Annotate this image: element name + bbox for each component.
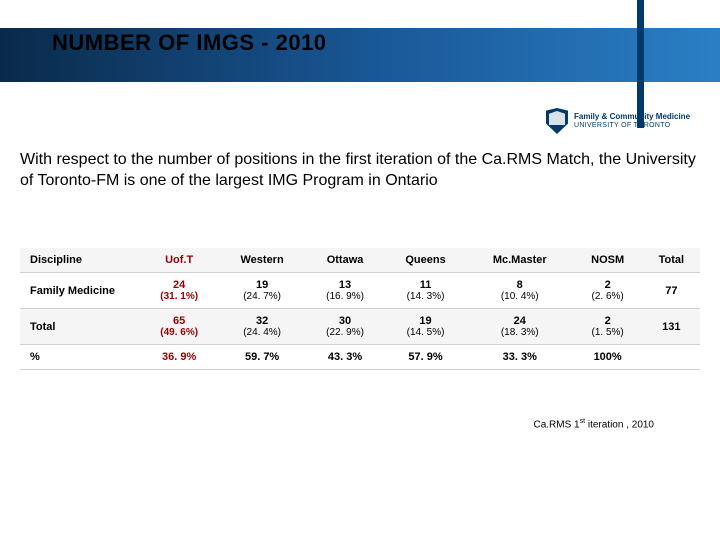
source-citation: Ca.RMS 1st iteration , 2010 (533, 418, 654, 430)
cell-main: 59. 7% (222, 351, 302, 363)
table-cell: 11(14. 3%) (384, 273, 467, 309)
logo: Family & Community Medicine UNIVERSITY O… (546, 108, 690, 134)
table-cell: 24(18. 3%) (467, 309, 573, 345)
cell-sub: (1. 5%) (577, 327, 639, 338)
col-mcmaster: Mc.Master (467, 248, 573, 273)
table-cell: 77 (643, 273, 700, 309)
table-cell: 8(10. 4%) (467, 273, 573, 309)
col-queens: Queens (384, 248, 467, 273)
table-cell: 32(24. 4%) (218, 309, 306, 345)
cell-main: 33. 3% (471, 351, 569, 363)
table-cell (643, 345, 700, 370)
cell-main: 32 (222, 315, 302, 327)
cell-sub: (16. 9%) (310, 291, 380, 302)
cell-main: 8 (471, 279, 569, 291)
cell-main: 43. 3% (310, 351, 380, 363)
table-cell: 19(14. 5%) (384, 309, 467, 345)
data-table: Discipline Uof.T Western Ottawa Queens M… (20, 248, 700, 370)
table-cell: 36. 9% (140, 345, 218, 370)
table-cell: 2(1. 5%) (573, 309, 643, 345)
cell-sub: (10. 4%) (471, 291, 569, 302)
table-cell: 33. 3% (467, 345, 573, 370)
cell-sub: (2. 6%) (577, 291, 639, 302)
cell-main: 2 (577, 279, 639, 291)
cell-main: 77 (647, 285, 696, 297)
cell-main: 24 (471, 315, 569, 327)
table-cell: 19(24. 7%) (218, 273, 306, 309)
table-row: % 36. 9% 59. 7% 43. 3% 57. 9% 33. 3% 100% (20, 345, 700, 370)
col-nosm: NOSM (573, 248, 643, 273)
shield-icon (546, 108, 568, 134)
row-label: Total (20, 309, 140, 345)
cell-sub: (18. 3%) (471, 327, 569, 338)
col-ottawa: Ottawa (306, 248, 384, 273)
intro-text: With respect to the number of positions … (20, 150, 700, 192)
col-total: Total (643, 248, 700, 273)
source-prefix: Ca.RMS 1 (533, 419, 579, 430)
table-cell: 131 (643, 309, 700, 345)
source-suffix: iteration , 2010 (585, 419, 654, 430)
table-cell: 2(2. 6%) (573, 273, 643, 309)
table-cell: 13(16. 9%) (306, 273, 384, 309)
col-discipline: Discipline (20, 248, 140, 273)
cell-sub: (22. 9%) (310, 327, 380, 338)
table-header-row: Discipline Uof.T Western Ottawa Queens M… (20, 248, 700, 273)
col-western: Western (218, 248, 306, 273)
table-cell: 65(49. 6%) (140, 309, 218, 345)
table-row: Total65(49. 6%)32(24. 4%)30(22. 9%)19(14… (20, 309, 700, 345)
table-row: Family Medicine24(31. 1%)19(24. 7%)13(16… (20, 273, 700, 309)
table-cell: 24(31. 1%) (140, 273, 218, 309)
table-cell: 30(22. 9%) (306, 309, 384, 345)
cell-main: 2 (577, 315, 639, 327)
table-cell: 43. 3% (306, 345, 384, 370)
cell-sub: (14. 5%) (388, 327, 463, 338)
cell-main: 131 (647, 321, 696, 333)
cell-main: 30 (310, 315, 380, 327)
cell-sub: (24. 4%) (222, 327, 302, 338)
cell-main: 24 (144, 279, 214, 291)
logo-line2: UNIVERSITY OF TORONTO (574, 122, 690, 130)
cell-main: 57. 9% (388, 351, 463, 363)
row-label: % (20, 345, 140, 370)
cell-main: 13 (310, 279, 380, 291)
cell-main: 36. 9% (144, 351, 214, 363)
page-title: NUMBER OF IMGS - 2010 (52, 30, 327, 56)
cell-main: 11 (388, 279, 463, 291)
logo-text: Family & Community Medicine UNIVERSITY O… (574, 113, 690, 129)
table-cell: 100% (573, 345, 643, 370)
logo-line1: Family & Community Medicine (574, 113, 690, 122)
cell-sub: (24. 7%) (222, 291, 302, 302)
cell-sub: (31. 1%) (144, 291, 214, 302)
cell-main: 100% (577, 351, 639, 363)
row-label: Family Medicine (20, 273, 140, 309)
table-cell: 59. 7% (218, 345, 306, 370)
col-uoft: Uof.T (140, 248, 218, 273)
cell-sub: (49. 6%) (144, 327, 214, 338)
cell-main: 65 (144, 315, 214, 327)
cell-sub: (14. 3%) (388, 291, 463, 302)
table-cell: 57. 9% (384, 345, 467, 370)
cell-main: 19 (388, 315, 463, 327)
cell-main: 19 (222, 279, 302, 291)
